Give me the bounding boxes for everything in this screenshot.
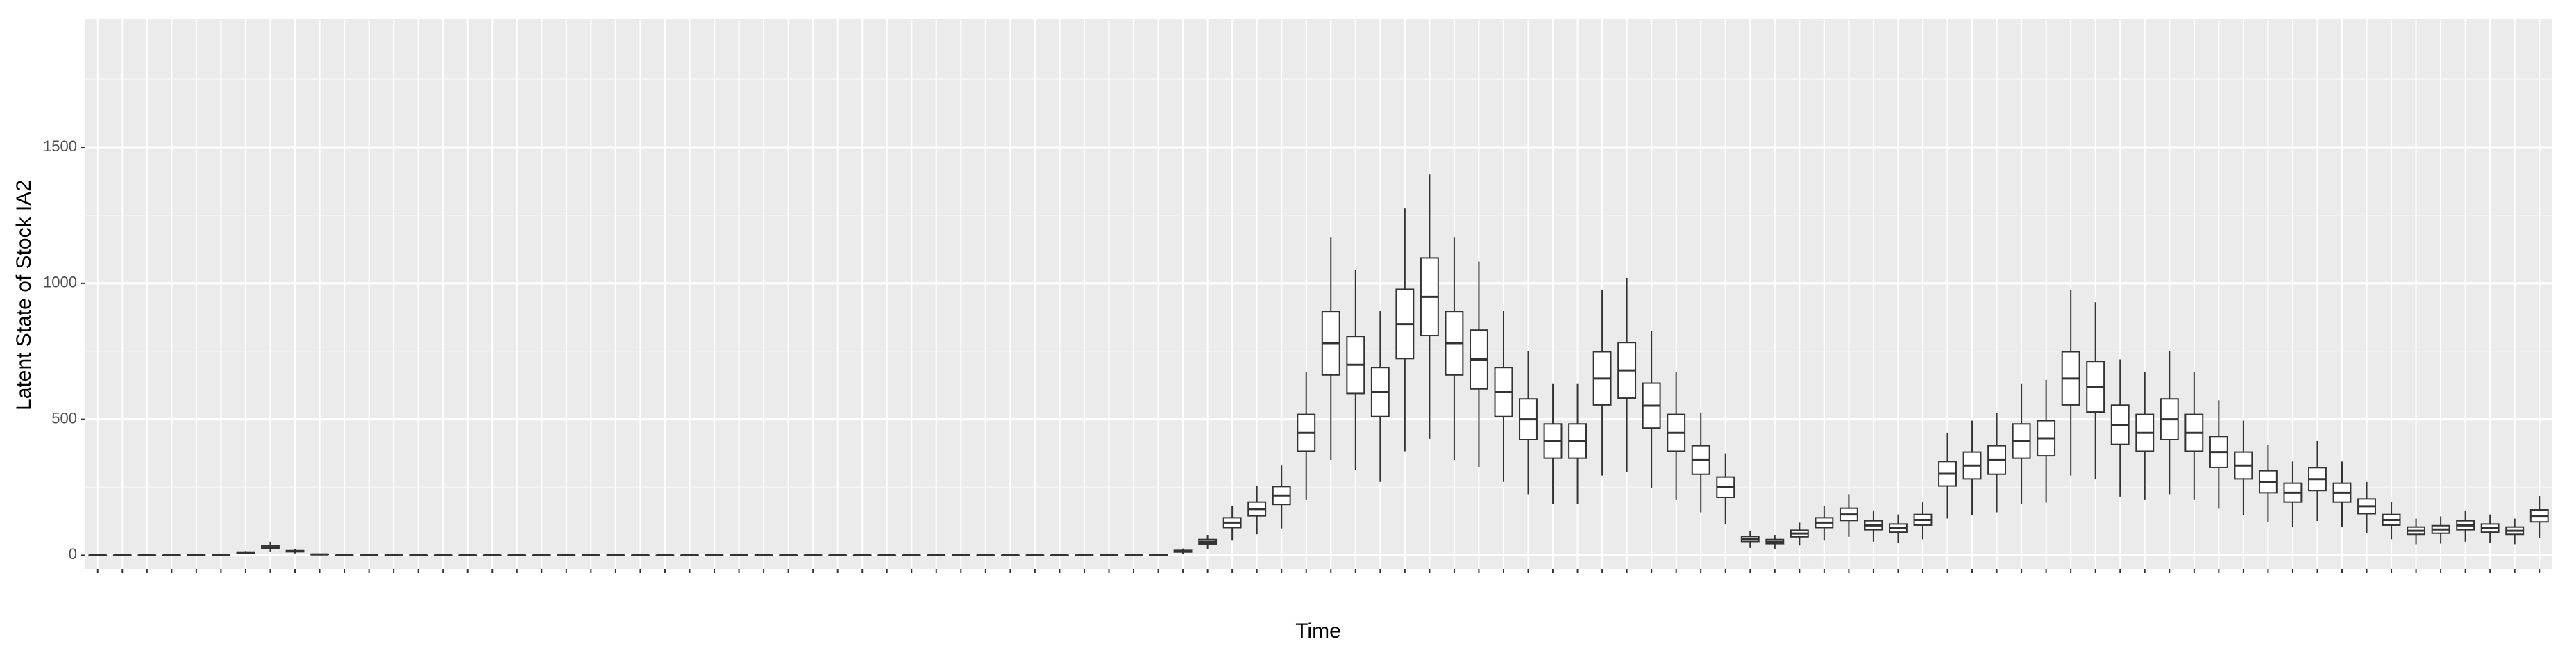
y-tick-label: 1000 (43, 274, 77, 291)
plot-panel (85, 19, 2552, 569)
y-tick-label: 500 (51, 409, 77, 427)
x-axis-title: Time (1295, 620, 1341, 643)
y-tick-label: 0 (69, 545, 77, 563)
y-axis-title: Latent State of Stock IA2 (12, 180, 35, 411)
y-tick-label: 1500 (43, 138, 77, 155)
